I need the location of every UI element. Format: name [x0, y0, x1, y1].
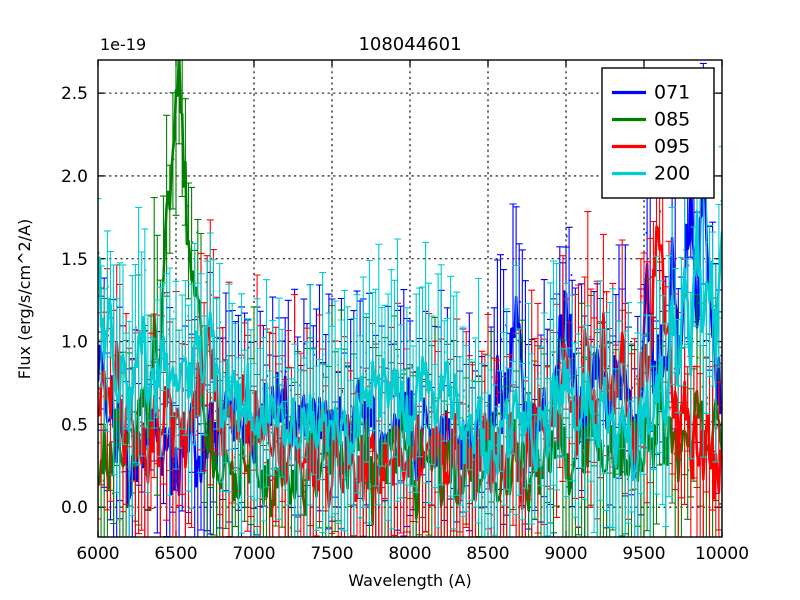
y-tick-label: 2.0 [61, 167, 88, 187]
x-tick-label: 9500 [622, 544, 665, 564]
y-axis-label: Flux (erg/s/cm^2/A) [15, 219, 34, 380]
y-tick-label: 2.5 [61, 84, 88, 104]
data-series-group [98, 60, 722, 537]
x-tick-label: 7000 [232, 544, 275, 564]
x-tick-label: 8000 [388, 544, 431, 564]
legend-label-085: 085 [654, 109, 690, 131]
y-tick-label: 1.0 [61, 333, 88, 353]
axes-frame [97, 59, 723, 538]
series-200 [98, 146, 722, 537]
y-axis-offset-text: 1e-19 [100, 35, 146, 54]
x-tick-label: 9000 [544, 544, 587, 564]
axis-tick-labels: 6000 6500 7000 7500 8000 8500 9000 9500 10000 0.0… [61, 84, 749, 564]
legend-label-071: 071 [654, 82, 690, 104]
y-tick-label: 0.0 [61, 498, 88, 518]
x-tick-label: 7500 [310, 544, 353, 564]
y-tick-label: 0.5 [61, 415, 88, 435]
x-axis-label: Wavelength (A) [348, 571, 471, 590]
y-tick-label: 1.5 [61, 250, 88, 270]
x-tick-label: 6000 [76, 544, 119, 564]
legend-frame [601, 67, 715, 199]
x-tick-label: 10000 [695, 544, 749, 564]
legend[interactable]: 071 085 095 200 [601, 67, 715, 199]
legend-label-200: 200 [654, 163, 690, 185]
legend-label-095: 095 [654, 136, 690, 158]
page-title: 108044601 [358, 34, 461, 55]
x-tick-label: 8500 [466, 544, 509, 564]
series-line-200 [98, 210, 722, 482]
x-tick-label: 6500 [154, 544, 197, 564]
